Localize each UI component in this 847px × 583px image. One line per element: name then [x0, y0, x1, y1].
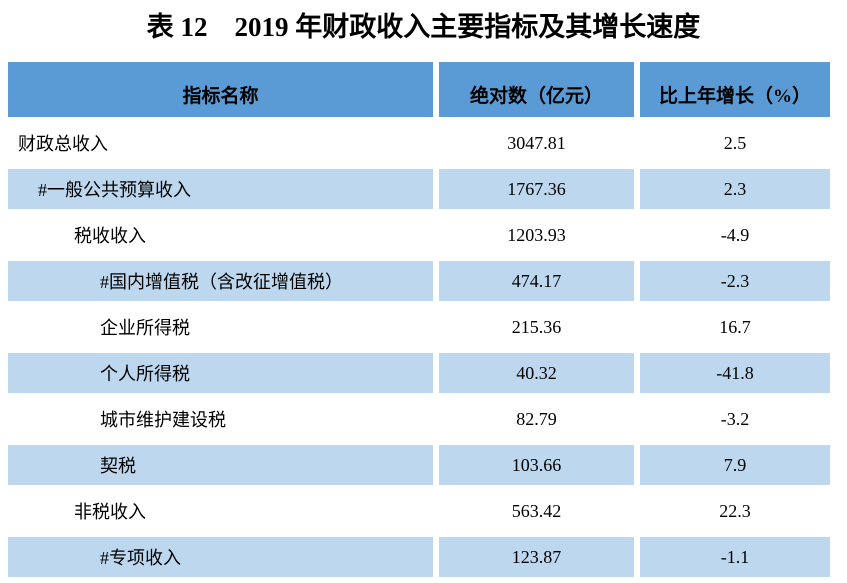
absolute-value-cell: 40.32: [439, 353, 634, 393]
absolute-value-cell: 1767.36: [439, 169, 634, 209]
table-row: 契税 103.66 7.9: [8, 445, 830, 485]
absolute-value-cell: 563.42: [439, 491, 634, 531]
table-row: 个人所得税 40.32 -41.8: [8, 353, 830, 393]
table-row: 税收收入 1203.93 -4.9: [8, 215, 830, 255]
absolute-value-cell: 3047.81: [439, 123, 634, 163]
table-row: 企业所得税 215.36 16.7: [8, 307, 830, 347]
table-row: 城市维护建设税 82.79 -3.2: [8, 399, 830, 439]
indicator-name-cell: #一般公共预算收入: [8, 169, 433, 209]
growth-rate-cell: -2.3: [640, 261, 830, 301]
growth-rate-cell: 16.7: [640, 307, 830, 347]
absolute-value-cell: 1203.93: [439, 215, 634, 255]
indicator-name-cell: #国内增值税（含改征增值税）: [8, 261, 433, 301]
growth-rate-cell: 7.9: [640, 445, 830, 485]
indicator-name-cell: 非税收入: [8, 491, 433, 531]
growth-rate-cell: -1.1: [640, 537, 830, 577]
indicator-name-cell: 个人所得税: [8, 353, 433, 393]
header-row: 指标名称 绝对数（亿元） 比上年增长（%）: [8, 62, 830, 117]
column-header-absolute-value: 绝对数（亿元）: [439, 62, 634, 117]
table-row: #国内增值税（含改征增值税） 474.17 -2.3: [8, 261, 830, 301]
growth-rate-cell: 2.5: [640, 123, 830, 163]
growth-rate-cell: -4.9: [640, 215, 830, 255]
table-title: 表 12 2019 年财政收入主要指标及其增长速度: [146, 12, 701, 42]
indicator-name-cell: 契税: [8, 445, 433, 485]
indicator-name-cell: 财政总收入: [8, 123, 433, 163]
growth-rate-cell: -3.2: [640, 399, 830, 439]
growth-rate-cell: -41.8: [640, 353, 830, 393]
indicator-name-cell: 企业所得税: [8, 307, 433, 347]
growth-rate-cell: 22.3: [640, 491, 830, 531]
table-row: 非税收入 563.42 22.3: [8, 491, 830, 531]
indicator-name-cell: #专项收入: [8, 537, 433, 577]
indicator-name-cell: 税收收入: [8, 215, 433, 255]
column-header-indicator-name: 指标名称: [8, 62, 433, 117]
fiscal-revenue-table: 指标名称 绝对数（亿元） 比上年增长（%） 财政总收入 3047.81 2.5 #一般…: [2, 56, 836, 583]
absolute-value-cell: 103.66: [439, 445, 634, 485]
table-row: #一般公共预算收入 1767.36 2.3: [8, 169, 830, 209]
absolute-value-cell: 474.17: [439, 261, 634, 301]
indicator-name-cell: 城市维护建设税: [8, 399, 433, 439]
column-header-growth-rate: 比上年增长（%）: [640, 62, 830, 117]
growth-rate-cell: 2.3: [640, 169, 830, 209]
absolute-value-cell: 123.87: [439, 537, 634, 577]
table-row: #专项收入 123.87 -1.1: [8, 537, 830, 577]
absolute-value-cell: 82.79: [439, 399, 634, 439]
absolute-value-cell: 215.36: [439, 307, 634, 347]
table-row: 财政总收入 3047.81 2.5: [8, 123, 830, 163]
